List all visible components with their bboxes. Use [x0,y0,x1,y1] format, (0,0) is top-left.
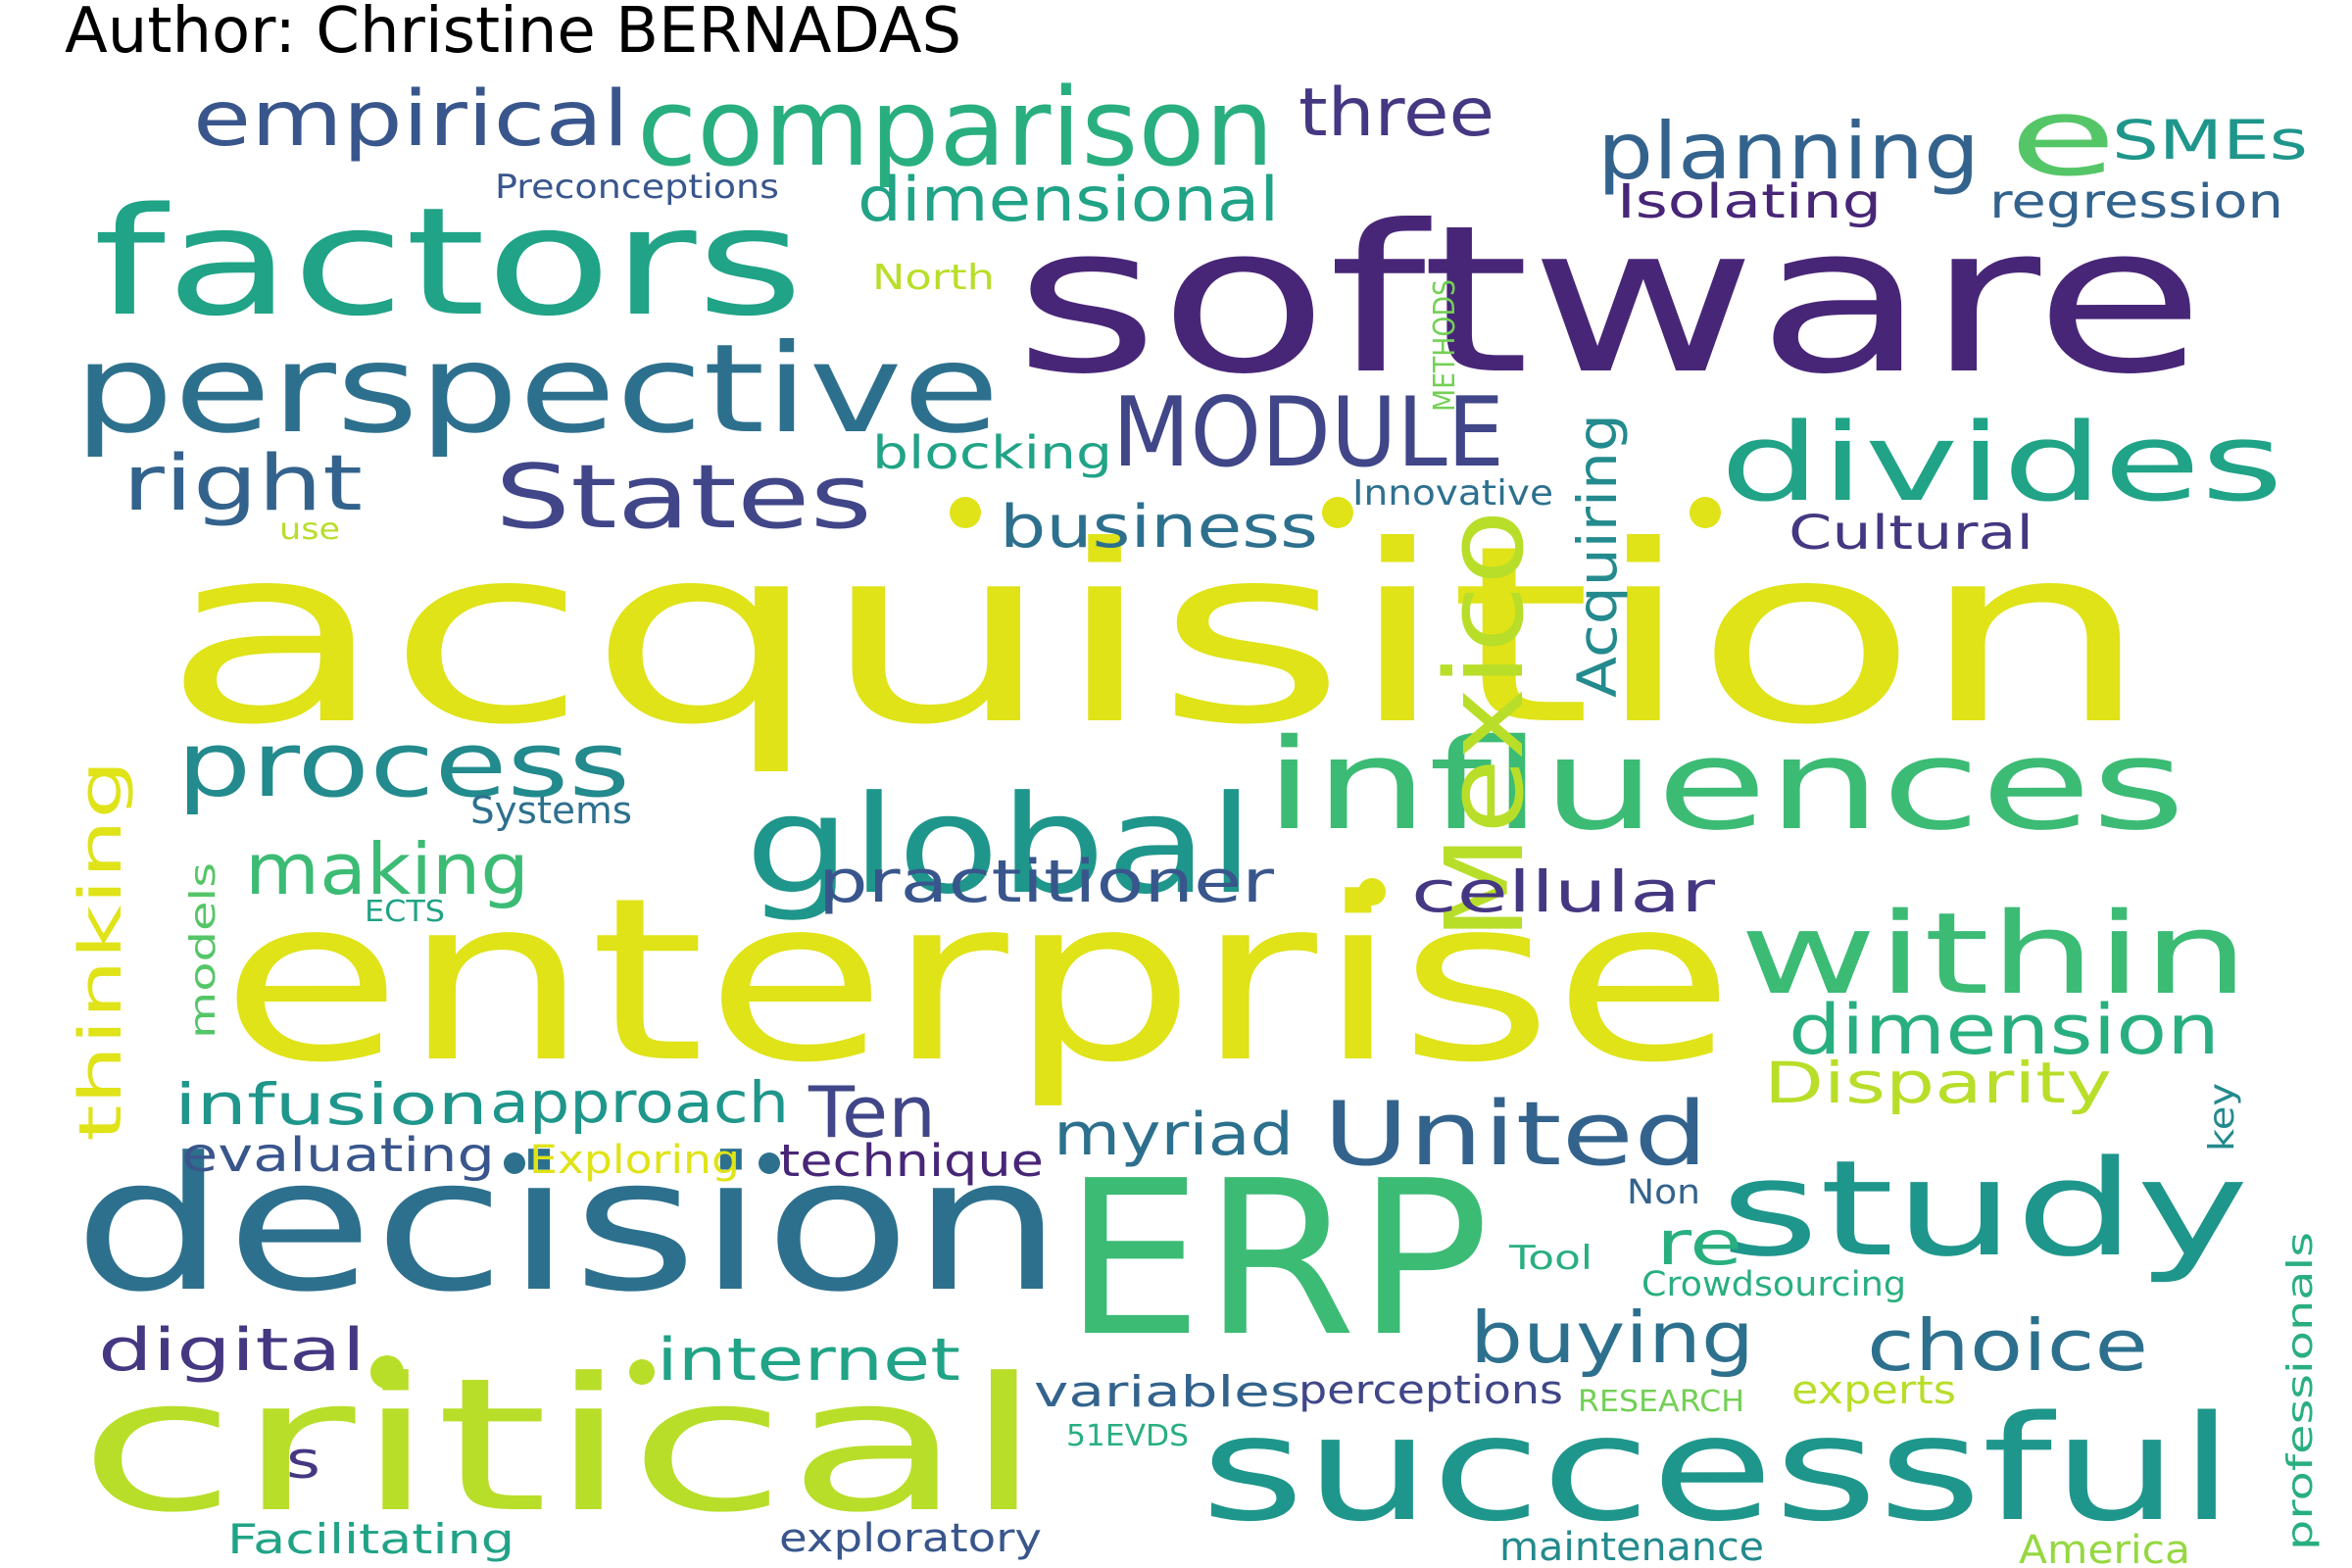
word-approach: approach [490,1069,789,1136]
word-factors: factors [93,175,804,349]
word-united: United [1323,1083,1708,1186]
word-perspective: perspective [74,318,1000,461]
word-experts: experts [1791,1368,1956,1413]
word-choice: choice [1867,1304,2148,1387]
word-professionals: professionals [2280,1232,2321,1550]
word-preconceptions: Preconceptions [495,168,779,207]
word-s: s [286,1432,320,1491]
word-making: making [245,828,529,910]
word-north: North [872,258,995,298]
word-exploratory: exploratory [779,1516,1042,1561]
word-re: re [1656,1207,1742,1279]
word-digital: digital [98,1316,366,1385]
word-america: America [2019,1528,2190,1568]
word-facilitating: Facilitating [227,1515,514,1563]
word-mexico: Mexico [1422,510,1547,941]
dot-mark [629,1359,655,1385]
dot-mark [504,1152,525,1174]
dot-mark [1358,878,1386,906]
word-regression: regression [1989,174,2283,229]
word-use: use [279,513,340,547]
word-tool: Tool [1508,1239,1592,1278]
word-myriad: myriad [1054,1101,1294,1169]
word-non: Non [1627,1173,1700,1212]
word-internet: internet [657,1326,960,1395]
word-smes: SMEs [2112,109,2308,172]
word-cultural: Cultural [1788,506,2034,561]
dot-mark [759,1152,780,1174]
word-comparison: comparison [637,65,1274,190]
word-exploring: Exploring [529,1138,740,1183]
word-successful: successful [1200,1385,2234,1553]
word-maintenance: maintenance [1499,1525,1764,1568]
word-erp: ERP [1063,1136,1490,1384]
word-study: study [1720,1132,2249,1286]
word-buying: buying [1470,1297,1754,1379]
dot-mark [1322,497,1353,528]
word-states: States [495,446,872,549]
dot-mark [950,497,981,528]
word-systems: Systems [470,789,632,832]
word-variables: variables [1034,1367,1300,1417]
dot-mark [1690,497,1721,528]
dot-mark [370,1355,404,1389]
word-e: e [2009,74,2117,200]
word-module: MODULE [1112,377,1504,489]
word-research: RESEARCH [1578,1385,1744,1419]
word-ten: Ten [808,1071,936,1153]
word-within: within [1740,889,2249,1020]
word-empirical: empirical [193,75,629,164]
word-acquisition: acquisition [162,493,2151,778]
word-technique: technique [779,1135,1044,1187]
word-methods: METHODS [1428,279,1462,412]
word-thinking: thinking [67,760,135,1142]
word-enterprise: enterprise [220,851,1735,1112]
word-perceptions: perceptions [1298,1368,1563,1413]
word-decision: decision [74,1118,1063,1333]
word-acquiring: Acquiring [1566,414,1629,698]
word-software: software [1014,182,2205,419]
word-key: key [2202,1083,2242,1152]
word-business: business [1000,493,1318,562]
word-critical: critical [78,1339,1044,1553]
word-disparity: Disparity [1764,1050,2112,1116]
word-three: three [1298,74,1494,152]
word-cellular: cellular [1411,858,1715,925]
word-infusion: infusion [174,1071,488,1138]
author-title: Author: Christine BERNADAS [65,0,962,68]
word-influences: influences [1264,712,2185,858]
word-planning: planning [1597,106,1980,197]
word-practitioner: practitioner [818,848,1274,916]
word-models: models [183,862,223,1039]
word-dimensional: dimensional [858,164,1279,235]
word-process: process [176,712,630,817]
word-51evds: 51EVDS [1066,1419,1189,1453]
word-crowdsourcing: Crowdsourcing [1642,1265,1906,1304]
word-evaluating: evaluating [181,1128,495,1183]
word-innovative: Innovative [1352,473,1553,514]
word-isolating: Isolating [1617,174,1882,229]
word-right: right [122,440,363,528]
word-dimension: dimension [1788,990,2220,1070]
word-global: global [745,766,1254,924]
word-divides: divides [1720,400,2283,525]
word-ects: ECTS [365,895,445,929]
word-blocking: blocking [872,426,1112,479]
